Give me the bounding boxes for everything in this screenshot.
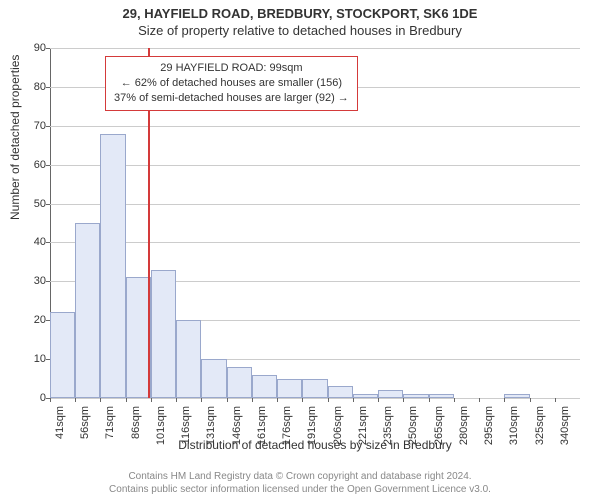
annotation-line: ← 62% of detached houses are smaller (15…: [114, 76, 349, 91]
footer-line-2: Contains public sector information licen…: [0, 483, 600, 496]
x-tick-mark: [454, 398, 455, 402]
x-tick-mark: [176, 398, 177, 402]
page-title-address: 29, HAYFIELD ROAD, BREDBURY, STOCKPORT, …: [0, 0, 600, 21]
x-tick-label: 56sqm: [79, 406, 91, 439]
histogram-bar: [277, 379, 302, 398]
y-tick-label: 60: [22, 159, 46, 171]
y-tick-label: 20: [22, 314, 46, 326]
y-tick-mark: [46, 204, 50, 205]
y-tick-label: 90: [22, 42, 46, 54]
x-tick-mark: [201, 398, 202, 402]
x-tick-mark: [252, 398, 253, 402]
histogram-bar: [302, 379, 327, 398]
y-tick-label: 80: [22, 81, 46, 93]
histogram-bar: [201, 359, 226, 398]
y-tick-label: 40: [22, 236, 46, 248]
x-tick-mark: [75, 398, 76, 402]
histogram-bar: [353, 394, 378, 398]
gridline: [50, 398, 580, 399]
y-tick-label: 30: [22, 275, 46, 287]
y-tick-label: 50: [22, 198, 46, 210]
y-tick-label: 70: [22, 120, 46, 132]
y-tick-mark: [46, 126, 50, 127]
x-axis-label: Distribution of detached houses by size …: [50, 438, 580, 452]
x-tick-mark: [302, 398, 303, 402]
page-title-subtitle: Size of property relative to detached ho…: [0, 21, 600, 38]
y-tick-mark: [46, 48, 50, 49]
x-tick-mark: [479, 398, 480, 402]
histogram-bar: [429, 394, 454, 398]
histogram-bar: [151, 270, 176, 398]
gridline: [50, 126, 580, 127]
y-tick-label: 10: [22, 353, 46, 365]
y-axis-label: Number of detached properties: [8, 55, 22, 220]
histogram-bar: [227, 367, 252, 398]
footer-attribution: Contains HM Land Registry data © Crown c…: [0, 470, 600, 496]
x-tick-mark: [353, 398, 354, 402]
histogram-bar: [100, 134, 125, 398]
x-tick-mark: [151, 398, 152, 402]
x-tick-mark: [555, 398, 556, 402]
y-tick-mark: [46, 165, 50, 166]
x-tick-mark: [227, 398, 228, 402]
histogram-bar: [403, 394, 428, 398]
histogram-bar: [126, 277, 151, 398]
x-tick-label: 71sqm: [104, 406, 116, 439]
histogram-bar: [504, 394, 529, 398]
chart-area: 010203040506070809041sqm56sqm71sqm86sqm1…: [50, 48, 580, 398]
x-tick-label: 41sqm: [54, 406, 66, 439]
annotation-line: 29 HAYFIELD ROAD: 99sqm: [114, 61, 349, 76]
annotation-box: 29 HAYFIELD ROAD: 99sqm← 62% of detached…: [105, 56, 358, 111]
x-tick-mark: [277, 398, 278, 402]
histogram-bar: [50, 312, 75, 398]
x-tick-mark: [403, 398, 404, 402]
gridline: [50, 242, 580, 243]
x-tick-mark: [328, 398, 329, 402]
x-tick-mark: [378, 398, 379, 402]
histogram-bar: [328, 386, 353, 398]
x-tick-mark: [50, 398, 51, 402]
histogram-bar: [378, 390, 403, 398]
x-tick-mark: [429, 398, 430, 402]
x-tick-label: 86sqm: [130, 406, 142, 439]
x-tick-mark: [126, 398, 127, 402]
histogram-bar: [75, 223, 100, 398]
histogram-bar: [252, 375, 277, 398]
gridline: [50, 48, 580, 49]
histogram-bar: [176, 320, 201, 398]
gridline: [50, 204, 580, 205]
y-tick-mark: [46, 242, 50, 243]
x-tick-mark: [530, 398, 531, 402]
plot-region: 010203040506070809041sqm56sqm71sqm86sqm1…: [50, 48, 580, 398]
annotation-line: 37% of semi-detached houses are larger (…: [114, 91, 349, 106]
y-tick-mark: [46, 87, 50, 88]
footer-line-1: Contains HM Land Registry data © Crown c…: [0, 470, 600, 483]
y-tick-label: 0: [22, 392, 46, 404]
x-tick-mark: [504, 398, 505, 402]
gridline: [50, 165, 580, 166]
x-tick-mark: [100, 398, 101, 402]
y-tick-mark: [46, 281, 50, 282]
